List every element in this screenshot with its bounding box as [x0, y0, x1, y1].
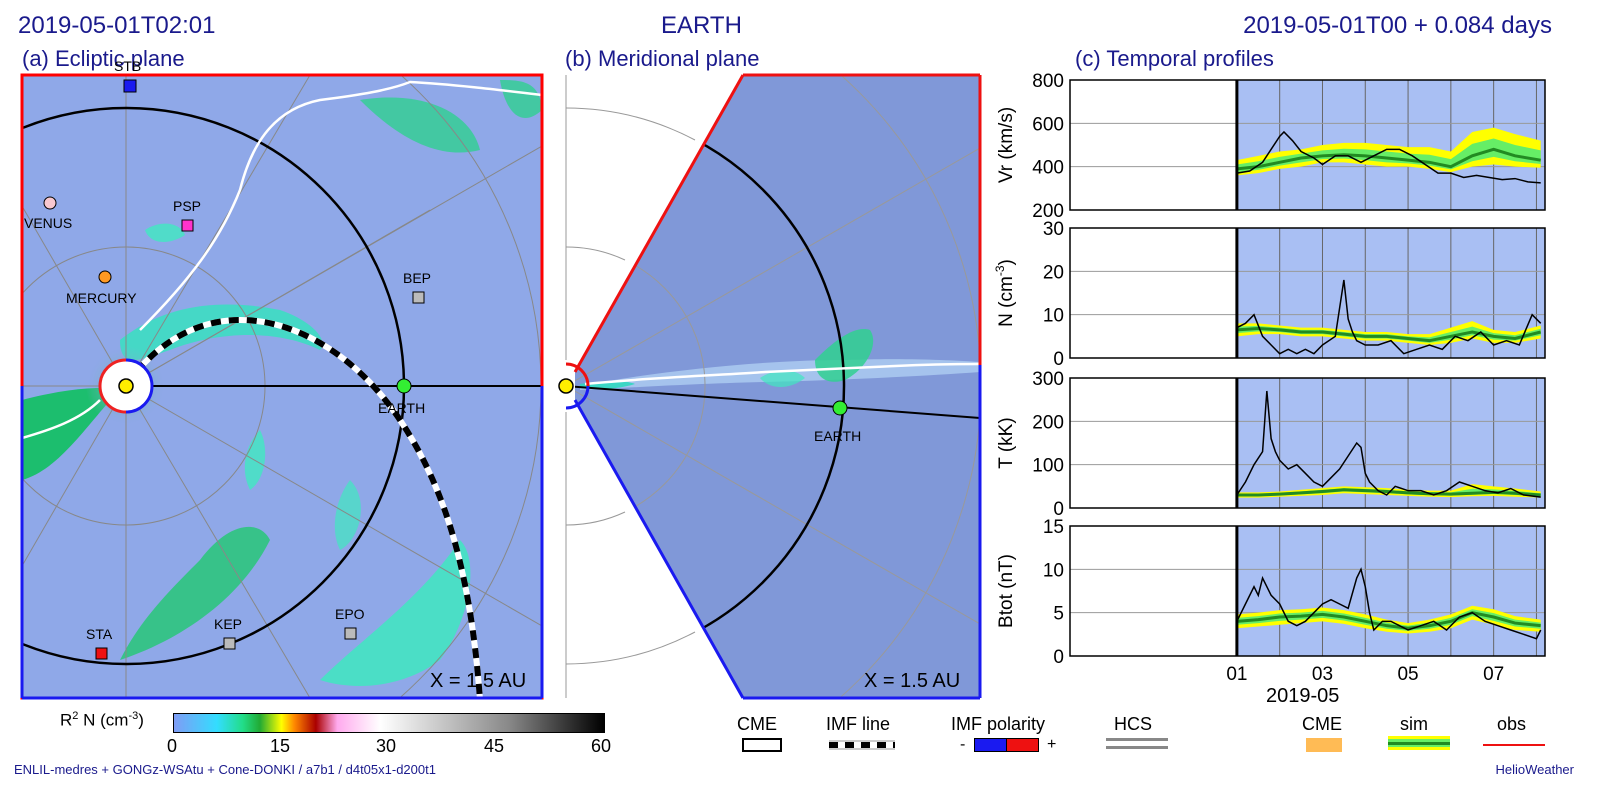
sta-label: STA — [86, 626, 113, 642]
ytick-1-1: 10 — [1043, 306, 1064, 327]
date-axis-label: 2019-05 — [1266, 685, 1340, 707]
sim-inner-band-1 — [1236, 325, 1541, 343]
earth-marker-b — [832, 400, 848, 416]
ytick-1-0: 0 — [1053, 349, 1064, 370]
sim-inner-band-0 — [1236, 138, 1541, 173]
legend-obs-label: obs — [1497, 714, 1527, 734]
obs-line-1 — [1236, 279, 1542, 355]
panel-b-title: (b) Meridional plane — [565, 46, 760, 71]
ytick-0-3: 800 — [1032, 71, 1064, 92]
colorbar-tick-60: 60 — [591, 736, 612, 756]
kep-marker — [223, 637, 236, 650]
profile-bg-3 — [1236, 526, 1545, 656]
legend-hcs-label: HCS — [1114, 714, 1153, 734]
profile-frame-3 — [1069, 525, 1546, 657]
ytick-2-2: 200 — [1032, 412, 1064, 433]
xtick-0: 01 — [1226, 664, 1247, 685]
ecliptic-plane-map — [20, 73, 544, 700]
ytick-3-1: 5 — [1053, 604, 1064, 625]
ytick-3-0: 0 — [1053, 647, 1064, 668]
legend-minus: - — [960, 736, 966, 753]
sim-line-2 — [1236, 488, 1541, 497]
xtick-1: 03 — [1312, 664, 1333, 685]
model-info-footer: ENLIL-medres + GONGz-WSAtu + Cone-DONKI … — [14, 762, 436, 777]
colorbar — [173, 713, 605, 733]
mercury-marker — [98, 270, 112, 284]
panel-a-title: (a) Ecliptic plane — [22, 46, 185, 71]
colorbar-tick-30: 30 — [376, 736, 397, 756]
epo-label: EPO — [335, 606, 365, 622]
legend-cme2-label: CME — [1302, 714, 1342, 734]
ytick-2-0: 0 — [1053, 499, 1064, 520]
ylabel-1: N (cm-3) — [993, 259, 1017, 327]
sta-marker — [95, 647, 108, 660]
stb-marker — [123, 79, 137, 93]
sim-line-0 — [1236, 147, 1541, 171]
legend-imf-line-swatch — [829, 740, 895, 750]
legend-imf-polarity-label: IMF polarity — [951, 714, 1046, 734]
profile-frame-0 — [1069, 79, 1546, 211]
ytick-0-1: 400 — [1032, 158, 1064, 179]
legend-cme-swatch — [742, 738, 782, 752]
meridional-plane-map — [558, 73, 982, 700]
colorbar-tick-45: 45 — [484, 736, 505, 756]
psp-label: PSP — [173, 198, 202, 214]
bep-marker — [412, 291, 425, 304]
ylabel-0: Vr (km/s) — [996, 107, 1017, 183]
legend-cme2-swatch — [1306, 738, 1342, 752]
legend-sim-swatch — [1388, 736, 1450, 750]
venus-marker — [43, 196, 57, 210]
panel-a-scale: X = 1.5 AU — [430, 670, 527, 692]
legend-polarity-positive — [1006, 738, 1039, 752]
kep-label: KEP — [214, 616, 243, 632]
legend-cme-label: CME — [737, 714, 777, 734]
obs-line-0 — [1236, 130, 1541, 184]
venus-label: VENUS — [24, 215, 73, 231]
bep-label: BEP — [403, 270, 432, 286]
ylabel-3: Btot (nT) — [996, 554, 1017, 628]
sim-line-3 — [1236, 611, 1541, 630]
legend-plus: + — [1047, 736, 1057, 753]
xtick-3: 07 — [1483, 664, 1504, 685]
panel-c-title: (c) Temporal profiles — [1075, 46, 1274, 71]
colorbar-tick-15: 15 — [270, 736, 291, 756]
sun-marker-b — [558, 378, 574, 394]
sim-line-1 — [1236, 327, 1542, 343]
xtick-2: 05 — [1397, 664, 1418, 685]
colorbar-tick-0: 0 — [167, 736, 178, 756]
earth-marker — [396, 378, 412, 394]
timestamp-label: 2019-05-01T02:01 — [18, 12, 216, 39]
ylabel-2: T (kK) — [996, 417, 1017, 468]
legend-hcs-swatch-2 — [1106, 746, 1168, 749]
obs-line-3 — [1236, 567, 1542, 640]
legend-polarity-negative — [974, 738, 1007, 752]
ytick-3-2: 10 — [1043, 560, 1064, 581]
legend-sim-label: sim — [1400, 714, 1428, 734]
earth-label-b: EARTH — [814, 428, 862, 444]
earth-label-a: EARTH — [378, 400, 426, 416]
run-time-label: 2019-05-01T00 + 0.084 days — [1243, 12, 1552, 39]
profile-frame-1 — [1069, 227, 1546, 359]
legend-obs-swatch — [1483, 744, 1545, 746]
obs-line-2 — [1236, 390, 1541, 498]
legend-imf-line-label: IMF line — [826, 714, 891, 734]
brand-footer: HelioWeather — [1495, 762, 1574, 777]
colorbar-label: R2 N (cm-3) — [60, 710, 144, 730]
legend-hcs-swatch-1 — [1106, 738, 1168, 741]
ytick-1-3: 30 — [1043, 219, 1064, 240]
ytick-0-0: 200 — [1032, 201, 1064, 222]
location-title: EARTH — [661, 12, 742, 39]
ytick-0-2: 600 — [1032, 114, 1064, 135]
profile-frame-2 — [1069, 377, 1546, 509]
mercury-label: MERCURY — [66, 290, 137, 306]
ytick-2-3: 300 — [1032, 369, 1064, 390]
panel-b-scale: X = 1.5 AU — [864, 670, 961, 692]
ytick-2-1: 100 — [1032, 456, 1064, 477]
stb-label: STB — [114, 58, 142, 74]
epo-marker — [344, 627, 357, 640]
psp-marker — [181, 219, 194, 232]
ytick-3-3: 15 — [1043, 517, 1064, 538]
ytick-1-2: 20 — [1043, 262, 1064, 283]
